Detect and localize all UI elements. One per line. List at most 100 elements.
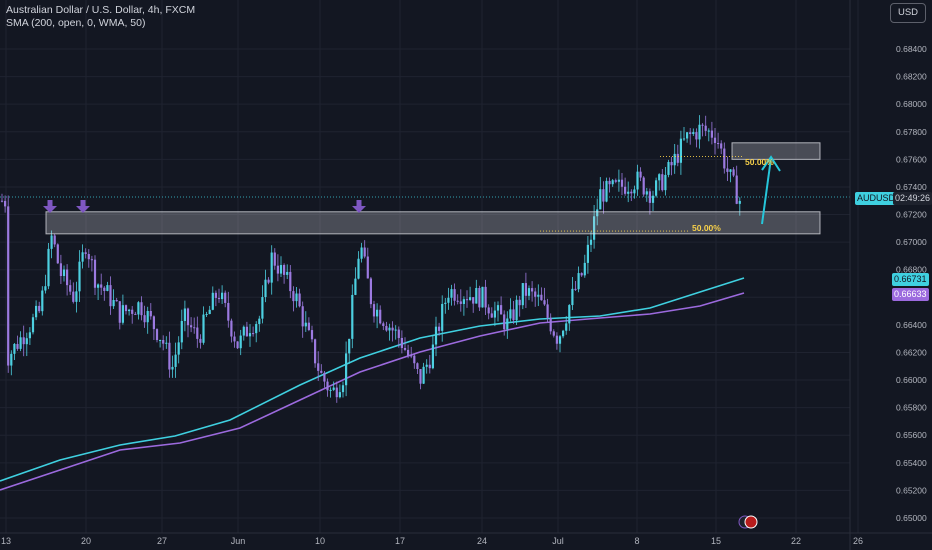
candle-body [348,338,351,354]
candle-body [236,341,239,349]
candle-body [233,336,236,342]
y-tick-label: 0.67800 [896,127,927,137]
candle-body [456,300,459,302]
candle-body [679,138,682,163]
candle-body [676,153,679,163]
candle-body [543,300,546,305]
candle-body [323,372,326,382]
candle-body [599,189,602,210]
candle-body [279,265,283,274]
candle-body [338,392,341,398]
candle-body [38,305,41,312]
candle-body [726,168,729,172]
candle-body [301,306,304,327]
y-tick-label: 0.66800 [896,265,927,275]
candle-body [168,342,171,370]
candle-body [62,269,66,276]
candle-body [124,305,128,312]
candle-body [565,323,568,331]
candle-body [723,148,726,169]
candle-body [134,313,137,315]
symbol-name: AUDUSD [857,193,896,203]
candle-body [512,309,515,321]
candle-body [698,124,701,140]
candle-body [558,336,562,344]
candle-body [416,363,419,370]
candle-body [97,284,100,288]
marker-arrow-shaft [356,200,362,206]
candle-body [239,335,242,349]
candle-body [72,291,75,302]
candle-body [661,174,664,191]
candle-body [534,291,537,297]
candle-body [555,335,558,344]
candle-body [314,339,317,364]
candle-body [171,366,174,370]
candle-body [509,309,512,319]
fib-label-lower: 50.00% [692,223,721,233]
y-tick-label: 0.68400 [896,44,927,54]
candle-body [453,289,456,301]
marker-arrow-shaft [80,200,86,206]
ma-slow-price-label: 0.66633 [892,288,929,301]
candle-body [357,258,360,279]
x-tick-label: 17 [395,536,405,546]
candle-body [351,294,354,339]
candle-body [366,256,369,279]
candle-body [574,288,577,290]
zone-resistance [45,211,821,235]
y-tick-label: 0.65800 [896,403,927,413]
candle-body [332,387,335,390]
candle-body [549,317,552,332]
candle-body [596,209,599,217]
candle-body [369,278,372,305]
candle-body [186,308,190,326]
x-tick-label: 13 [1,536,11,546]
candle-body [103,287,106,291]
candle-body [326,381,329,391]
candle-body [165,342,168,344]
countdown-value: 02:49:26 [895,193,931,203]
candle-body [345,353,348,386]
grid [0,0,859,533]
candle-body [465,299,469,301]
projection-arrow-head [761,155,781,172]
candle-body [484,286,487,308]
candle-body [4,200,7,207]
candle-body [704,125,707,131]
candle-body [320,370,323,373]
candle-body [264,279,267,298]
candle-body [298,293,301,307]
candle-body [521,283,524,306]
indicator-label: SMA (200, open, 0, WMA, 50) [6,17,146,29]
candle-body [335,387,338,398]
candle-body [506,318,509,330]
candle-body [689,132,692,135]
candle-body [376,309,379,317]
candle-body [527,288,531,296]
currency-button[interactable]: USD [890,3,926,23]
y-tick-label: 0.65400 [896,458,927,468]
x-tick-label: 24 [477,536,487,546]
candle-body [720,143,723,149]
candle-body [682,138,686,140]
candle-body [22,337,25,345]
candle-body [28,332,31,339]
candle-body [137,302,140,315]
candle-body [608,180,611,185]
candle-body [211,292,214,310]
candle-body [419,369,422,384]
candle-body [131,309,134,314]
candle-body [407,349,410,356]
candle-body [224,292,227,303]
projection-arrow-line [761,157,772,225]
candle-body [13,343,16,354]
candle-body [31,317,35,333]
candle-body [400,337,403,349]
candle-body [180,321,183,343]
fib-label-upper: 50.00% [745,157,774,167]
candle-body [664,174,667,191]
candle-body [0,200,4,202]
candle-body [431,344,434,369]
